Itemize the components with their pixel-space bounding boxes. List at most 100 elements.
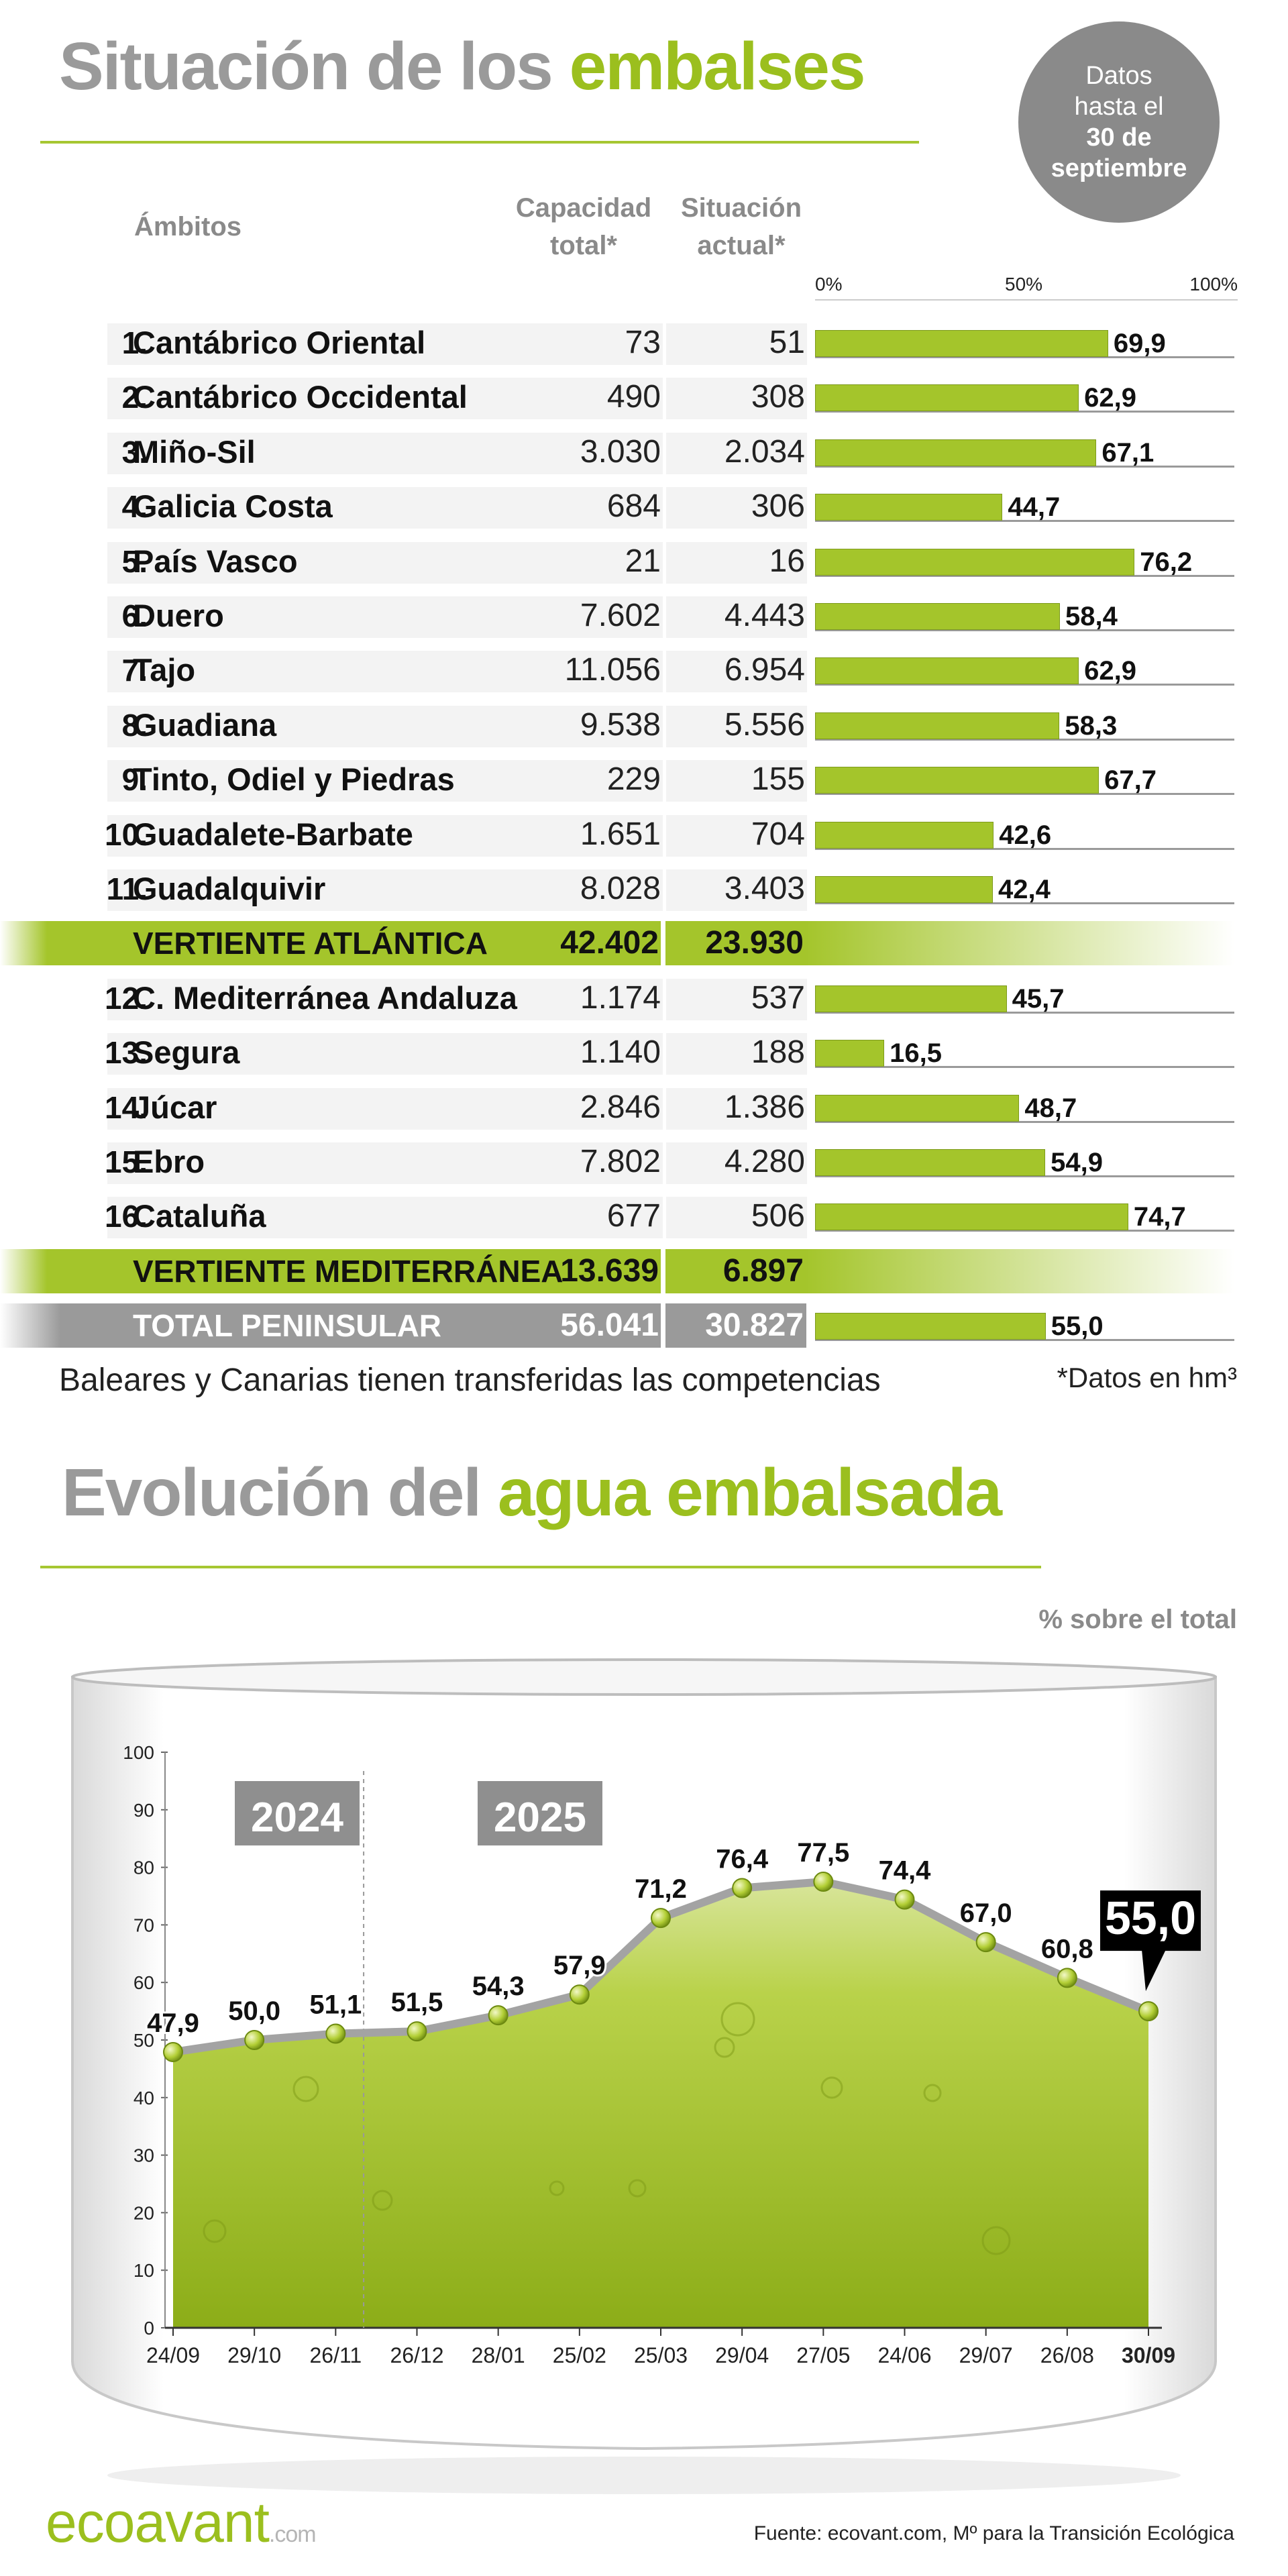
row-name: Duero (133, 598, 224, 633)
row-capacidad: 21 (625, 543, 661, 579)
data-label: 67,0 (960, 1898, 1012, 1928)
band-act (665, 1303, 806, 1348)
row-bg (107, 978, 570, 1020)
row-actual: 155 (751, 761, 805, 798)
band-fade (805, 921, 1234, 966)
table-row: 15. Ebro 7.802 4.280 54,9 (54, 1138, 1234, 1185)
scale-rule (815, 299, 1238, 301)
data-point (975, 1932, 996, 1953)
row-bg (107, 487, 570, 529)
row-capacidad: 9.538 (580, 706, 661, 743)
total-bar (815, 1313, 1046, 1340)
total-bar-label: 55,0 (1051, 1311, 1104, 1342)
row-actual: 537 (751, 979, 805, 1016)
row-number: 6. (121, 598, 148, 633)
y-tick-label: 10 (133, 2260, 154, 2281)
group-name: TOTAL PENINSULAR (133, 1308, 442, 1344)
y-tick-label: 30 (133, 2145, 154, 2166)
row-capacidad: 73 (625, 325, 661, 360)
bar-baseline (815, 1175, 1234, 1177)
row-actual: 51 (769, 325, 805, 360)
row-name: Tajo (133, 652, 196, 688)
badge-line-4: septiembre (1051, 154, 1187, 182)
row-bg-cap (515, 814, 663, 857)
row-bg-cap (515, 760, 663, 802)
row-bg (107, 1087, 570, 1130)
row-bar-track: 67,1 (815, 438, 1234, 468)
row-bg (107, 1142, 570, 1184)
group-capacidad: 56.041 (560, 1307, 659, 1344)
bar-baseline (815, 1066, 1234, 1069)
row-bar-track: 16,5 (815, 1038, 1234, 1069)
row-bg (107, 541, 570, 584)
data-point (488, 2005, 508, 2026)
data-point (163, 2042, 183, 2063)
bar-baseline (815, 574, 1234, 577)
bar-baseline (815, 684, 1234, 686)
row-name: Miño-Sil (133, 433, 256, 470)
row-bg-act (666, 541, 807, 584)
data-label: 50,0 (228, 1996, 280, 2026)
row-bar (815, 767, 1099, 794)
row-bar (815, 548, 1135, 576)
bubble-decoration (923, 2084, 942, 2102)
row-bar-track: 45,7 (815, 984, 1234, 1014)
scale-100: 100% (1189, 274, 1238, 294)
data-point (569, 1984, 590, 2005)
header-situacion-line1: Situación (680, 193, 802, 223)
row-number: 4. (121, 489, 148, 525)
highlight-box (1100, 1890, 1201, 1951)
x-tick-label: 24/09 (146, 2343, 200, 2367)
header-situacion-line2: actual* (697, 231, 786, 260)
table-row: 1. Cantábrico Oriental 73 51 69,9 (54, 319, 1234, 366)
group-actual: 30.827 (705, 1307, 804, 1344)
row-bar (815, 1040, 885, 1067)
x-tick-label: 28/01 (472, 2343, 525, 2367)
badge-line-1: Datos (1085, 62, 1152, 90)
row-bg (107, 651, 570, 693)
note-right: *Datos en hm³ (1057, 1362, 1237, 1393)
row-actual: 306 (751, 488, 805, 525)
data-label: 60,8 (1041, 1934, 1093, 1964)
row-bar-track: 62,9 (815, 383, 1234, 413)
page-title: Situación de los embalses (59, 28, 865, 105)
title-rule (40, 141, 919, 144)
data-label: 71,2 (635, 1874, 687, 1904)
row-name: Guadalquivir (133, 871, 326, 906)
row-number: 10. (105, 816, 148, 852)
header-capacidad-line2: total* (550, 231, 617, 260)
bubble-decoration (720, 2002, 755, 2037)
bubble-decoration (628, 2179, 647, 2198)
header-capacidad-line1: Capacidad (515, 193, 652, 223)
bar-baseline (815, 1011, 1234, 1014)
band-name (0, 1303, 567, 1348)
table-row: 7. Tajo 11.056 6.954 62,9 (54, 647, 1234, 694)
bubble-decoration (820, 2076, 843, 2099)
row-bg-cap (515, 541, 663, 584)
row-name: C. Mediterránea Andaluza (133, 979, 517, 1016)
table-row: 11. Guadalquivir 8.028 3.403 42,4 (54, 865, 1234, 912)
row-name: País Vasco (133, 543, 298, 579)
logo-main: ecoavant (46, 2491, 270, 2554)
badge-line-2: hasta el (1074, 93, 1164, 121)
table-row: 8. Guadiana 9.538 5.556 58,3 (54, 702, 1234, 749)
row-number: 15. (105, 1144, 148, 1179)
bar-baseline (815, 738, 1234, 741)
row-capacidad: 1.174 (580, 979, 661, 1016)
row-actual: 4.280 (724, 1144, 805, 1179)
row-bg-cap (515, 978, 663, 1020)
bubble-decoration (372, 2190, 393, 2211)
band-cap (517, 921, 661, 966)
chart-unit: % sobre el total (1038, 1605, 1237, 1634)
title-part-1: Situación de los (59, 29, 553, 104)
row-actual: 6.954 (724, 652, 805, 688)
x-tick-label: 30/09 (1122, 2343, 1175, 2367)
row-capacidad: 490 (606, 379, 661, 415)
row-actual: 2.034 (724, 433, 805, 470)
row-bg-cap (515, 1087, 663, 1130)
row-bg-act (666, 323, 807, 365)
table-row: 10. Guadalete-Barbate 1.651 704 42,6 (54, 811, 1234, 858)
row-capacidad: 2.846 (580, 1089, 661, 1125)
row-number: 11. (106, 871, 148, 906)
y-tick-label: 80 (133, 1858, 154, 1878)
